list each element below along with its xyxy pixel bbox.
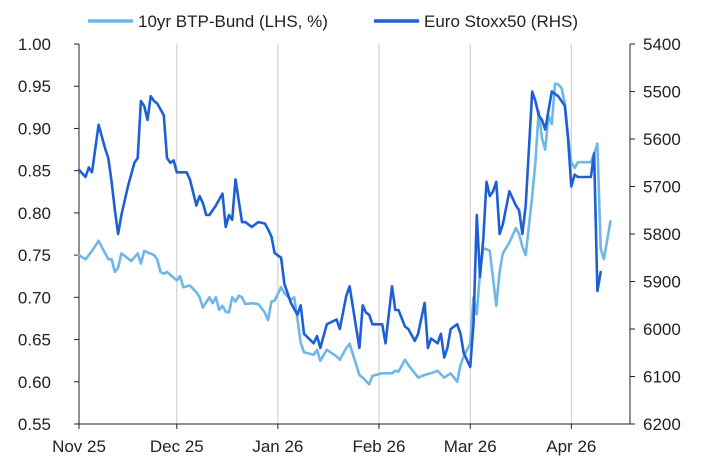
right-y-tick-label: 6000 bbox=[643, 320, 681, 339]
left-y-tick-label: 1.00 bbox=[18, 35, 51, 54]
legend-label-euro-stoxx50: Euro Stoxx50 (RHS) bbox=[424, 12, 578, 31]
x-tick-label: Feb 26 bbox=[352, 437, 405, 456]
right-y-tick-label: 5800 bbox=[643, 225, 681, 244]
x-tick-label: Mar 26 bbox=[444, 437, 497, 456]
left-y-tick-label: 0.60 bbox=[18, 373, 51, 392]
left-y-ticks: 1.00 0.95 0.90 0.85 0.80 0.75 0.70 0.65 0.60 0.55 bbox=[18, 35, 79, 434]
series-line-btp-bund bbox=[77, 82, 612, 386]
right-y-tick-label: 6200 bbox=[643, 415, 681, 434]
left-y-tick-label: 0.90 bbox=[18, 119, 51, 138]
plot-frame bbox=[78, 44, 631, 425]
right-y-tick-label: 5600 bbox=[643, 130, 681, 149]
x-tick-label: Jan 26 bbox=[252, 437, 303, 456]
left-y-tick-label: 0.70 bbox=[18, 288, 51, 307]
right-y-tick-label: 5900 bbox=[643, 273, 681, 292]
right-y-tick-label: 5400 bbox=[643, 35, 681, 54]
x-tick-label: Dec 25 bbox=[150, 437, 204, 456]
x-tick-label: Apr 26 bbox=[546, 437, 596, 456]
left-y-tick-label: 0.65 bbox=[18, 331, 51, 350]
x-tick-label: Nov 25 bbox=[52, 437, 106, 456]
right-y-tick-label: 5500 bbox=[643, 83, 681, 102]
series-lines bbox=[77, 82, 612, 386]
series-line-euro-stoxx50 bbox=[77, 90, 603, 369]
left-y-tick-label: 0.85 bbox=[18, 162, 51, 181]
legend-label-btp-bund: 10yr BTP-Bund (LHS, %) bbox=[138, 12, 328, 31]
left-y-tick-label: 0.55 bbox=[18, 415, 51, 434]
right-y-tick-label: 6100 bbox=[643, 368, 681, 387]
right-y-ticks: 5400 5500 5600 5700 5800 5900 6000 6100 6200 bbox=[630, 35, 681, 434]
right-y-tick-label: 5700 bbox=[643, 178, 681, 197]
left-y-tick-label: 0.75 bbox=[18, 246, 51, 265]
x-ticks: Nov 25 Dec 25 Jan 26 Feb 26 Mar 26 Apr 26 bbox=[52, 424, 596, 456]
left-y-tick-label: 0.80 bbox=[18, 204, 51, 223]
legend: 10yr BTP-Bund (LHS, %) Euro Stoxx50 (RHS… bbox=[88, 12, 578, 31]
left-y-tick-label: 0.95 bbox=[18, 77, 51, 96]
